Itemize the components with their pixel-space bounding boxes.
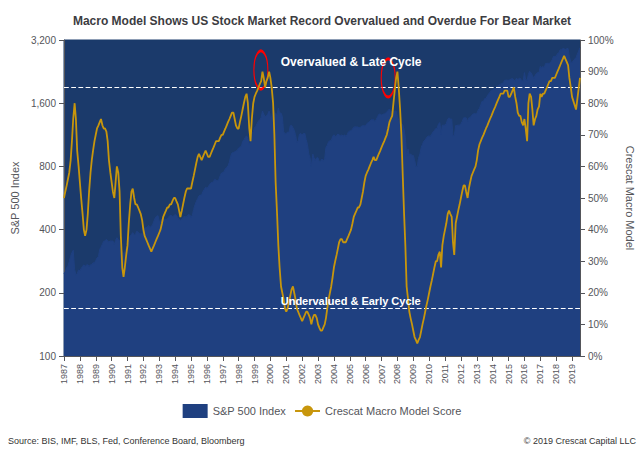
svg-text:2001: 2001	[281, 364, 291, 384]
svg-text:1987: 1987	[59, 364, 69, 384]
svg-text:100: 100	[39, 351, 56, 362]
svg-text:1988: 1988	[75, 364, 85, 384]
svg-text:2015: 2015	[504, 364, 514, 384]
svg-text:2011: 2011	[440, 364, 450, 383]
svg-text:1998: 1998	[234, 364, 244, 384]
svg-text:400: 400	[39, 224, 56, 235]
svg-text:2008: 2008	[392, 364, 402, 384]
svg-text:1999: 1999	[250, 364, 260, 384]
svg-text:Crescat Macro Model Score: Crescat Macro Model Score	[325, 405, 461, 417]
svg-text:3,200: 3,200	[31, 35, 56, 46]
svg-text:Undervalued & Early Cycle: Undervalued & Early Cycle	[281, 295, 421, 307]
svg-text:S&P 500 Index: S&P 500 Index	[213, 405, 287, 417]
svg-text:30%: 30%	[588, 256, 608, 267]
svg-text:Macro Model Shows US Stock Mar: Macro Model Shows US Stock Market Record…	[73, 14, 571, 28]
svg-text:2005: 2005	[345, 364, 355, 384]
svg-text:Source: BIS, IMF, BLS, Fed, Co: Source: BIS, IMF, BLS, Fed, Conference B…	[8, 436, 245, 446]
svg-text:2012: 2012	[456, 364, 466, 384]
svg-text:0%: 0%	[588, 351, 603, 362]
svg-text:70%: 70%	[588, 129, 608, 140]
svg-text:Crescat Macro Model: Crescat Macro Model	[624, 146, 636, 251]
svg-text:2010: 2010	[424, 364, 434, 384]
svg-text:S&P 500 Index: S&P 500 Index	[9, 161, 21, 235]
svg-text:1990: 1990	[107, 364, 117, 384]
svg-text:2017: 2017	[535, 364, 545, 384]
svg-text:Overvalued & Late Cycle: Overvalued & Late Cycle	[281, 55, 422, 69]
svg-text:2018: 2018	[551, 364, 561, 384]
svg-text:2014: 2014	[488, 364, 498, 384]
svg-text:2000: 2000	[265, 364, 275, 384]
svg-text:1997: 1997	[218, 364, 228, 384]
svg-text:2007: 2007	[377, 364, 387, 384]
svg-text:200: 200	[39, 287, 56, 298]
svg-text:1992: 1992	[138, 364, 148, 384]
svg-text:2013: 2013	[472, 364, 482, 384]
svg-text:1994: 1994	[170, 364, 180, 384]
svg-text:© 2019 Crescat Capital LLC: © 2019 Crescat Capital LLC	[524, 436, 637, 446]
svg-text:40%: 40%	[588, 224, 608, 235]
svg-text:1995: 1995	[186, 364, 196, 384]
svg-text:80%: 80%	[588, 98, 608, 109]
svg-text:50%: 50%	[588, 193, 608, 204]
svg-text:20%: 20%	[588, 287, 608, 298]
svg-text:2006: 2006	[361, 364, 371, 384]
svg-text:1996: 1996	[202, 364, 212, 384]
svg-text:1989: 1989	[91, 364, 101, 384]
svg-text:60%: 60%	[588, 161, 608, 172]
svg-text:1,600: 1,600	[31, 98, 56, 109]
svg-text:1993: 1993	[154, 364, 164, 384]
svg-text:2004: 2004	[329, 364, 339, 384]
svg-text:90%: 90%	[588, 66, 608, 77]
svg-text:2009: 2009	[408, 364, 418, 384]
svg-text:1991: 1991	[123, 364, 133, 384]
svg-text:2002: 2002	[297, 364, 307, 384]
svg-text:2016: 2016	[519, 364, 529, 384]
svg-text:2003: 2003	[313, 364, 323, 384]
svg-text:100%: 100%	[588, 35, 614, 46]
svg-text:10%: 10%	[588, 319, 608, 330]
svg-text:800: 800	[39, 161, 56, 172]
svg-text:2019: 2019	[567, 364, 577, 384]
